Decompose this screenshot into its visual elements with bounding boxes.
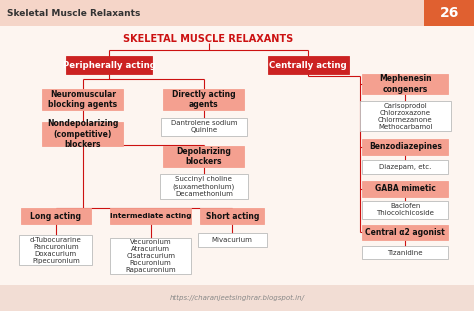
FancyBboxPatch shape — [0, 285, 474, 311]
FancyBboxPatch shape — [163, 89, 245, 110]
Text: Benzodiazepines: Benzodiazepines — [369, 142, 442, 151]
Text: Mephenesin
congeners: Mephenesin congeners — [379, 74, 432, 94]
Text: Nondepolarizing
(competitive)
blockers: Nondepolarizing (competitive) blockers — [47, 119, 118, 149]
FancyBboxPatch shape — [43, 122, 123, 146]
Text: Baclofen
Thiocolchicoside: Baclofen Thiocolchicoside — [376, 203, 434, 216]
Text: Peripherally acting: Peripherally acting — [63, 61, 155, 70]
FancyBboxPatch shape — [161, 118, 246, 136]
Text: Centrally acting: Centrally acting — [269, 61, 347, 70]
Text: 26: 26 — [440, 6, 459, 21]
FancyBboxPatch shape — [198, 233, 267, 247]
FancyBboxPatch shape — [163, 146, 245, 167]
Text: Skeletal Muscle Relaxants: Skeletal Muscle Relaxants — [7, 9, 140, 18]
Text: Long acting: Long acting — [30, 212, 82, 220]
Text: Intermediate acting: Intermediate acting — [110, 213, 191, 219]
Text: Diazepam, etc.: Diazepam, etc. — [379, 164, 431, 170]
Text: Dantrolene sodium
Quinine: Dantrolene sodium Quinine — [171, 120, 237, 133]
Text: Vecuronium
Atracurium
Cisatracurium
Rocuronium
Rapacuronium: Vecuronium Atracurium Cisatracurium Rocu… — [126, 239, 176, 273]
FancyBboxPatch shape — [424, 0, 474, 26]
FancyBboxPatch shape — [110, 238, 191, 274]
FancyBboxPatch shape — [21, 208, 91, 224]
FancyBboxPatch shape — [267, 56, 348, 74]
FancyBboxPatch shape — [362, 160, 448, 174]
Text: Tizanidine: Tizanidine — [388, 249, 423, 256]
FancyBboxPatch shape — [43, 89, 123, 110]
FancyBboxPatch shape — [160, 174, 248, 199]
FancyBboxPatch shape — [362, 74, 448, 94]
Text: Short acting: Short acting — [206, 212, 259, 220]
FancyBboxPatch shape — [19, 235, 92, 265]
Text: Depolarizing
blockers: Depolarizing blockers — [176, 147, 231, 166]
FancyBboxPatch shape — [66, 56, 152, 74]
FancyBboxPatch shape — [362, 181, 448, 197]
Text: Neuromuscular
blocking agents: Neuromuscular blocking agents — [48, 90, 118, 109]
Text: GABA mimetic: GABA mimetic — [375, 184, 436, 193]
FancyBboxPatch shape — [362, 201, 448, 219]
Text: Mivacurium: Mivacurium — [212, 237, 253, 243]
Text: d-Tubocurarine
Pancuronium
Doxacurium
Pipecuronium: d-Tubocurarine Pancuronium Doxacurium Pi… — [30, 237, 82, 263]
FancyBboxPatch shape — [200, 208, 264, 224]
Text: Succinyl choline
(suxamethonium)
Decamethonium: Succinyl choline (suxamethonium) Decamet… — [173, 176, 235, 197]
Text: Central α2 agonist: Central α2 agonist — [365, 228, 445, 237]
Text: https://charanjeetsinghrar.blogspot.in/: https://charanjeetsinghrar.blogspot.in/ — [170, 295, 304, 301]
FancyBboxPatch shape — [110, 208, 191, 224]
FancyBboxPatch shape — [362, 246, 448, 259]
FancyBboxPatch shape — [362, 225, 448, 240]
FancyBboxPatch shape — [0, 0, 474, 26]
FancyBboxPatch shape — [362, 139, 448, 155]
Text: SKELETAL MUSCLE RELAXANTS: SKELETAL MUSCLE RELAXANTS — [123, 34, 294, 44]
FancyBboxPatch shape — [360, 101, 450, 131]
Text: Carisoprodol
Chlorzoxazone
Chlormezanone
Methocarbamol: Carisoprodol Chlorzoxazone Chlormezanone… — [378, 103, 433, 129]
Text: Directly acting
agents: Directly acting agents — [172, 90, 236, 109]
